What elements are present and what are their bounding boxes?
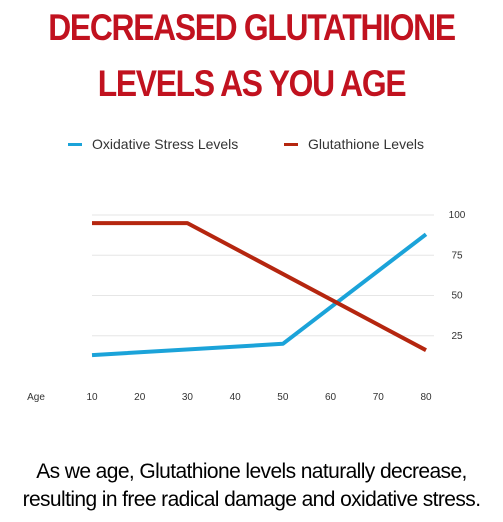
series-line-oxidative-stress: [91, 232, 428, 358]
y-axis-ticks: 100 75 50 25: [449, 210, 466, 342]
x-tick-label: 20: [134, 392, 146, 403]
x-axis-label: Age: [27, 392, 45, 403]
legend-item-glutathione: Glutathione Levels: [284, 136, 424, 152]
y-tick-label: 75: [451, 250, 463, 261]
x-tick-label: 10: [86, 392, 98, 403]
x-tick-label: 80: [420, 392, 432, 403]
y-tick-label: 50: [451, 291, 463, 302]
caption-line-1: As we age, Glutathione levels naturally …: [36, 460, 467, 483]
x-tick-label: 30: [182, 392, 194, 403]
x-axis-ticks: 10 20 30 40 50 60 70 80: [86, 392, 432, 403]
legend-item-oxidative: Oxidative Stress Levels: [68, 136, 238, 152]
chart-series: [91, 221, 428, 358]
caption-line-2: resulting in free radical damage and oxi…: [22, 488, 481, 511]
page-title-line-2: LEVELS AS YOU AGE: [97, 63, 407, 104]
line-chart: 100 75 50 25 10 20 30 40 50 60 70 80 Age: [27, 210, 466, 403]
legend-label-glutathione: Glutathione Levels: [308, 136, 424, 152]
y-tick-label: 25: [451, 331, 463, 342]
chart-legend: Oxidative Stress Levels Glutathione Leve…: [0, 136, 503, 156]
y-tick-label: 100: [449, 210, 466, 221]
chart-gridlines: [92, 214, 434, 337]
x-tick-label: 60: [325, 392, 337, 403]
legend-swatch-glutathione: [284, 142, 298, 146]
legend-label-oxidative: Oxidative Stress Levels: [92, 136, 239, 152]
series-line-glutathione: [92, 221, 427, 352]
legend-swatch-oxidative: [68, 142, 82, 146]
x-tick-label: 70: [373, 392, 385, 403]
page-title-line-1: DECREASED GLUTATHIONE: [48, 7, 456, 48]
x-tick-label: 50: [277, 392, 289, 403]
x-tick-label: 40: [230, 392, 242, 403]
